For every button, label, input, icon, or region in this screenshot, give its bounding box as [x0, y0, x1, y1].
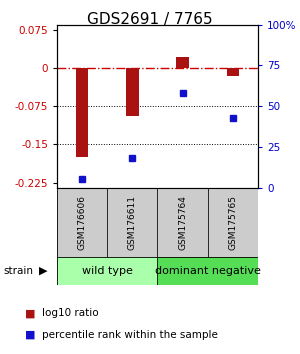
FancyBboxPatch shape — [57, 188, 258, 257]
Text: GSM176611: GSM176611 — [128, 195, 137, 250]
Text: percentile rank within the sample: percentile rank within the sample — [42, 330, 218, 339]
Text: GSM176606: GSM176606 — [78, 195, 87, 250]
Bar — [176, 57, 189, 68]
Text: dominant negative: dominant negative — [155, 266, 261, 276]
FancyBboxPatch shape — [57, 257, 258, 285]
Text: log10 ratio: log10 ratio — [42, 308, 99, 318]
FancyBboxPatch shape — [57, 257, 158, 285]
Text: GDS2691 / 7765: GDS2691 / 7765 — [87, 12, 213, 27]
FancyBboxPatch shape — [158, 257, 258, 285]
Bar — [226, 68, 239, 76]
Text: wild type: wild type — [82, 266, 133, 276]
Text: GSM175765: GSM175765 — [228, 195, 237, 250]
FancyBboxPatch shape — [208, 188, 258, 257]
Text: ■: ■ — [25, 308, 35, 318]
Text: strain: strain — [3, 266, 33, 276]
Bar — [126, 68, 139, 116]
FancyBboxPatch shape — [158, 188, 208, 257]
Text: ▶: ▶ — [39, 266, 48, 276]
FancyBboxPatch shape — [107, 188, 158, 257]
Bar — [76, 68, 88, 157]
Text: GSM175764: GSM175764 — [178, 195, 187, 250]
Text: ■: ■ — [25, 330, 35, 339]
FancyBboxPatch shape — [57, 188, 107, 257]
